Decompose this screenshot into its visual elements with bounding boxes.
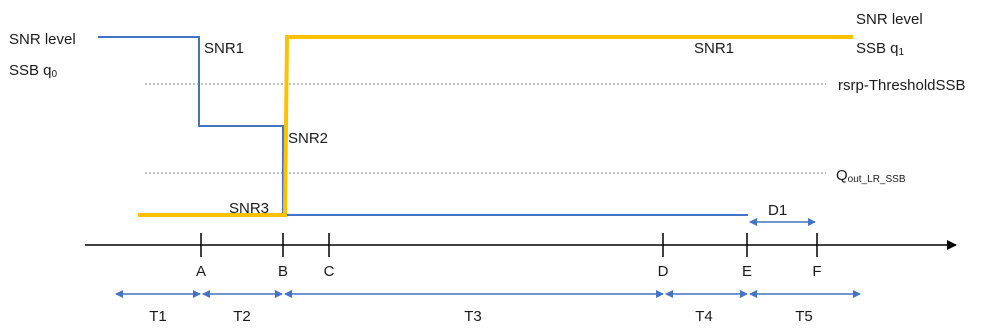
q1-label-top: SNR level bbox=[856, 11, 923, 28]
rsrp-threshold-label: rsrp-ThresholdSSB bbox=[838, 77, 966, 94]
qout-threshold-label: Qout_LR_SSB bbox=[836, 167, 906, 185]
point-f-label: F bbox=[812, 263, 821, 280]
qout-main: Q bbox=[836, 167, 848, 184]
snr3-label: SNR3 bbox=[229, 200, 269, 217]
axis-ticks bbox=[200, 233, 818, 257]
point-a-label: A bbox=[196, 263, 206, 280]
point-e-label: E bbox=[742, 263, 752, 280]
q0-label-bottom: SSB q0 bbox=[9, 62, 58, 80]
point-b-label: B bbox=[278, 263, 288, 280]
snr1-right-label: SNR1 bbox=[694, 40, 734, 57]
point-d-label: D bbox=[658, 263, 669, 280]
snr2-label: SNR2 bbox=[288, 130, 328, 147]
q0-label-main: SSB q bbox=[9, 62, 52, 79]
interval-t4-label: T4 bbox=[695, 308, 713, 325]
interval-t3-label: T3 bbox=[464, 308, 482, 325]
q1-label-sub: 1 bbox=[899, 47, 905, 58]
d1-label: D1 bbox=[768, 202, 787, 219]
q1-label-main: SSB q bbox=[856, 40, 899, 57]
q1-label-bottom: SSB q1 bbox=[856, 40, 905, 58]
interval-t1-label: T1 bbox=[149, 308, 167, 325]
point-c-label: C bbox=[324, 263, 335, 280]
snr1-left-label: SNR1 bbox=[204, 40, 244, 57]
qout-sub: out_LR_SSB bbox=[848, 174, 906, 185]
interval-t5-label: T5 bbox=[795, 308, 813, 325]
ssb-q1-signal bbox=[138, 35, 853, 217]
q0-label-sub: 0 bbox=[52, 69, 58, 80]
ssb-q0-signal bbox=[98, 36, 748, 216]
q0-label-top: SNR level bbox=[9, 31, 76, 48]
interval-t2-label: T2 bbox=[233, 308, 251, 325]
